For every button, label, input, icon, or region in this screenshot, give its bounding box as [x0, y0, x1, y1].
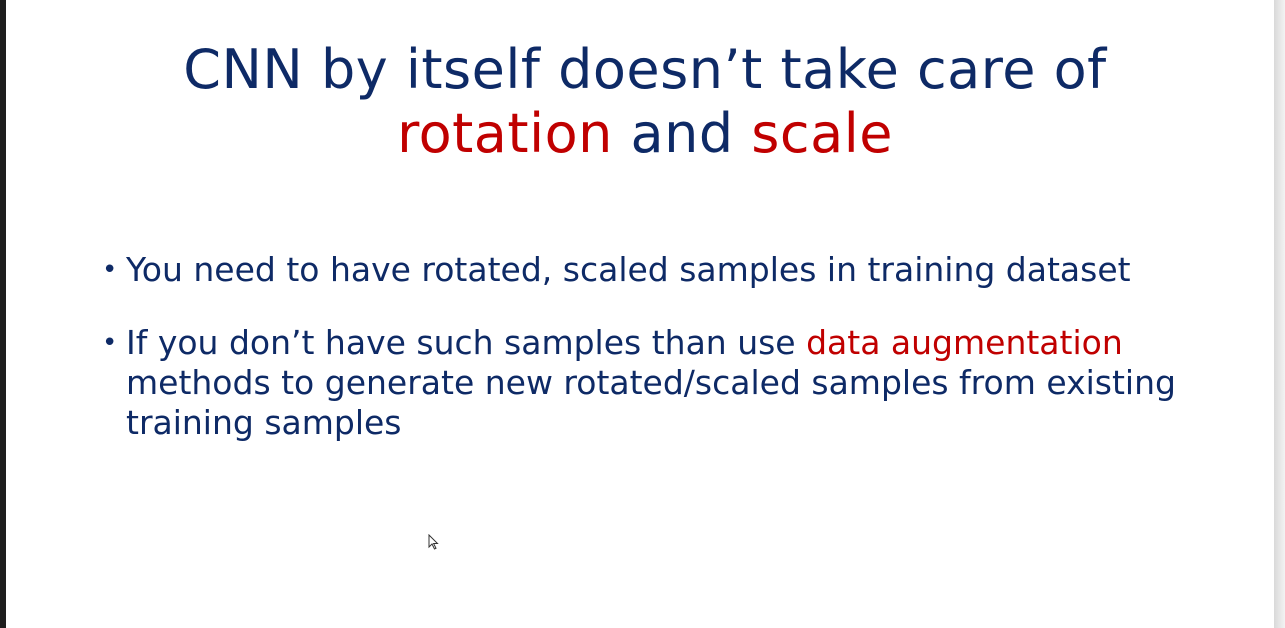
- title-line-2: rotation and scale: [6, 102, 1274, 166]
- bullet-item-2: • If you don’t have such samples than us…: [102, 323, 1222, 443]
- title-keyword-rotation: rotation: [397, 102, 613, 165]
- slide: CNN by itself doesn’t take care of rotat…: [6, 0, 1274, 628]
- bullet-highlight-data-augmentation: data augmentation: [806, 323, 1123, 362]
- slide-title: CNN by itself doesn’t take care of rotat…: [6, 38, 1274, 166]
- bullet-text-2-after: methods to generate new rotated/scaled s…: [126, 363, 1176, 442]
- bullet-text-1: You need to have rotated, scaled samples…: [126, 250, 1131, 289]
- bullet-point-icon: •: [102, 255, 118, 285]
- title-line-1: CNN by itself doesn’t take care of: [183, 38, 1107, 101]
- bullet-point-icon: •: [102, 328, 118, 358]
- title-keyword-scale: scale: [751, 102, 893, 165]
- title-connector: and: [612, 102, 752, 165]
- bullet-item-1: • You need to have rotated, scaled sampl…: [102, 250, 1222, 290]
- window-scroll-edge: [1274, 0, 1285, 628]
- mouse-pointer-icon: [428, 534, 439, 550]
- bullet-list: • You need to have rotated, scaled sampl…: [102, 250, 1222, 476]
- bullet-text-2-before: If you don’t have such samples than use: [126, 323, 807, 362]
